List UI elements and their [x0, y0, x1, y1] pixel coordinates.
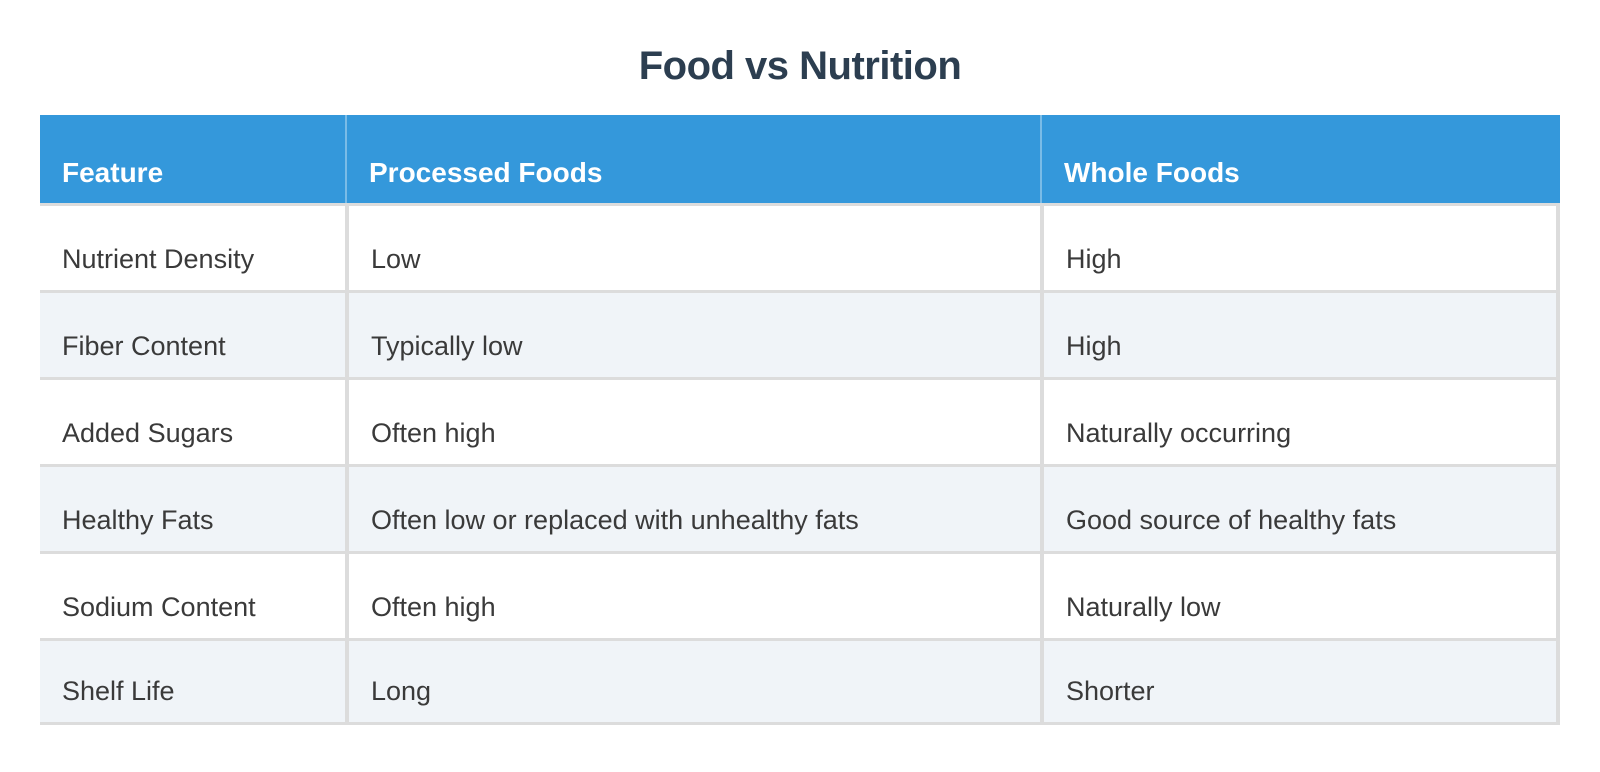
- cell-whole-foods: High: [1040, 203, 1560, 290]
- table-row: Healthy Fats Often low or replaced with …: [40, 464, 1560, 551]
- cell-processed-foods: Often high: [345, 551, 1040, 638]
- cell-whole-foods: Shorter: [1040, 638, 1560, 725]
- cell-processed-foods: Low: [345, 203, 1040, 290]
- table-row: Fiber Content Typically low High: [40, 290, 1560, 377]
- table-row: Nutrient Density Low High: [40, 203, 1560, 290]
- column-header-feature: Feature: [40, 115, 345, 203]
- header-row: Feature Processed Foods Whole Foods: [40, 115, 1560, 203]
- cell-feature: Fiber Content: [40, 290, 345, 377]
- cell-whole-foods: Good source of healthy fats: [1040, 464, 1560, 551]
- cell-processed-foods: Often high: [345, 377, 1040, 464]
- table-row: Shelf Life Long Shorter: [40, 638, 1560, 725]
- comparison-table: Feature Processed Foods Whole Foods Nutr…: [40, 115, 1560, 725]
- column-header-processed-foods: Processed Foods: [345, 115, 1040, 203]
- cell-feature: Healthy Fats: [40, 464, 345, 551]
- cell-feature: Added Sugars: [40, 377, 345, 464]
- page-title: Food vs Nutrition: [638, 44, 962, 88]
- cell-processed-foods: Typically low: [345, 290, 1040, 377]
- cell-feature: Shelf Life: [40, 638, 345, 725]
- table-row: Sodium Content Often high Naturally low: [40, 551, 1560, 638]
- cell-whole-foods: High: [1040, 290, 1560, 377]
- column-header-whole-foods: Whole Foods: [1040, 115, 1560, 203]
- table-row: Added Sugars Often high Naturally occurr…: [40, 377, 1560, 464]
- cell-processed-foods: Often low or replaced with unhealthy fat…: [345, 464, 1040, 551]
- cell-feature: Nutrient Density: [40, 203, 345, 290]
- cell-processed-foods: Long: [345, 638, 1040, 725]
- cell-feature: Sodium Content: [40, 551, 345, 638]
- cell-whole-foods: Naturally occurring: [1040, 377, 1560, 464]
- cell-whole-foods: Naturally low: [1040, 551, 1560, 638]
